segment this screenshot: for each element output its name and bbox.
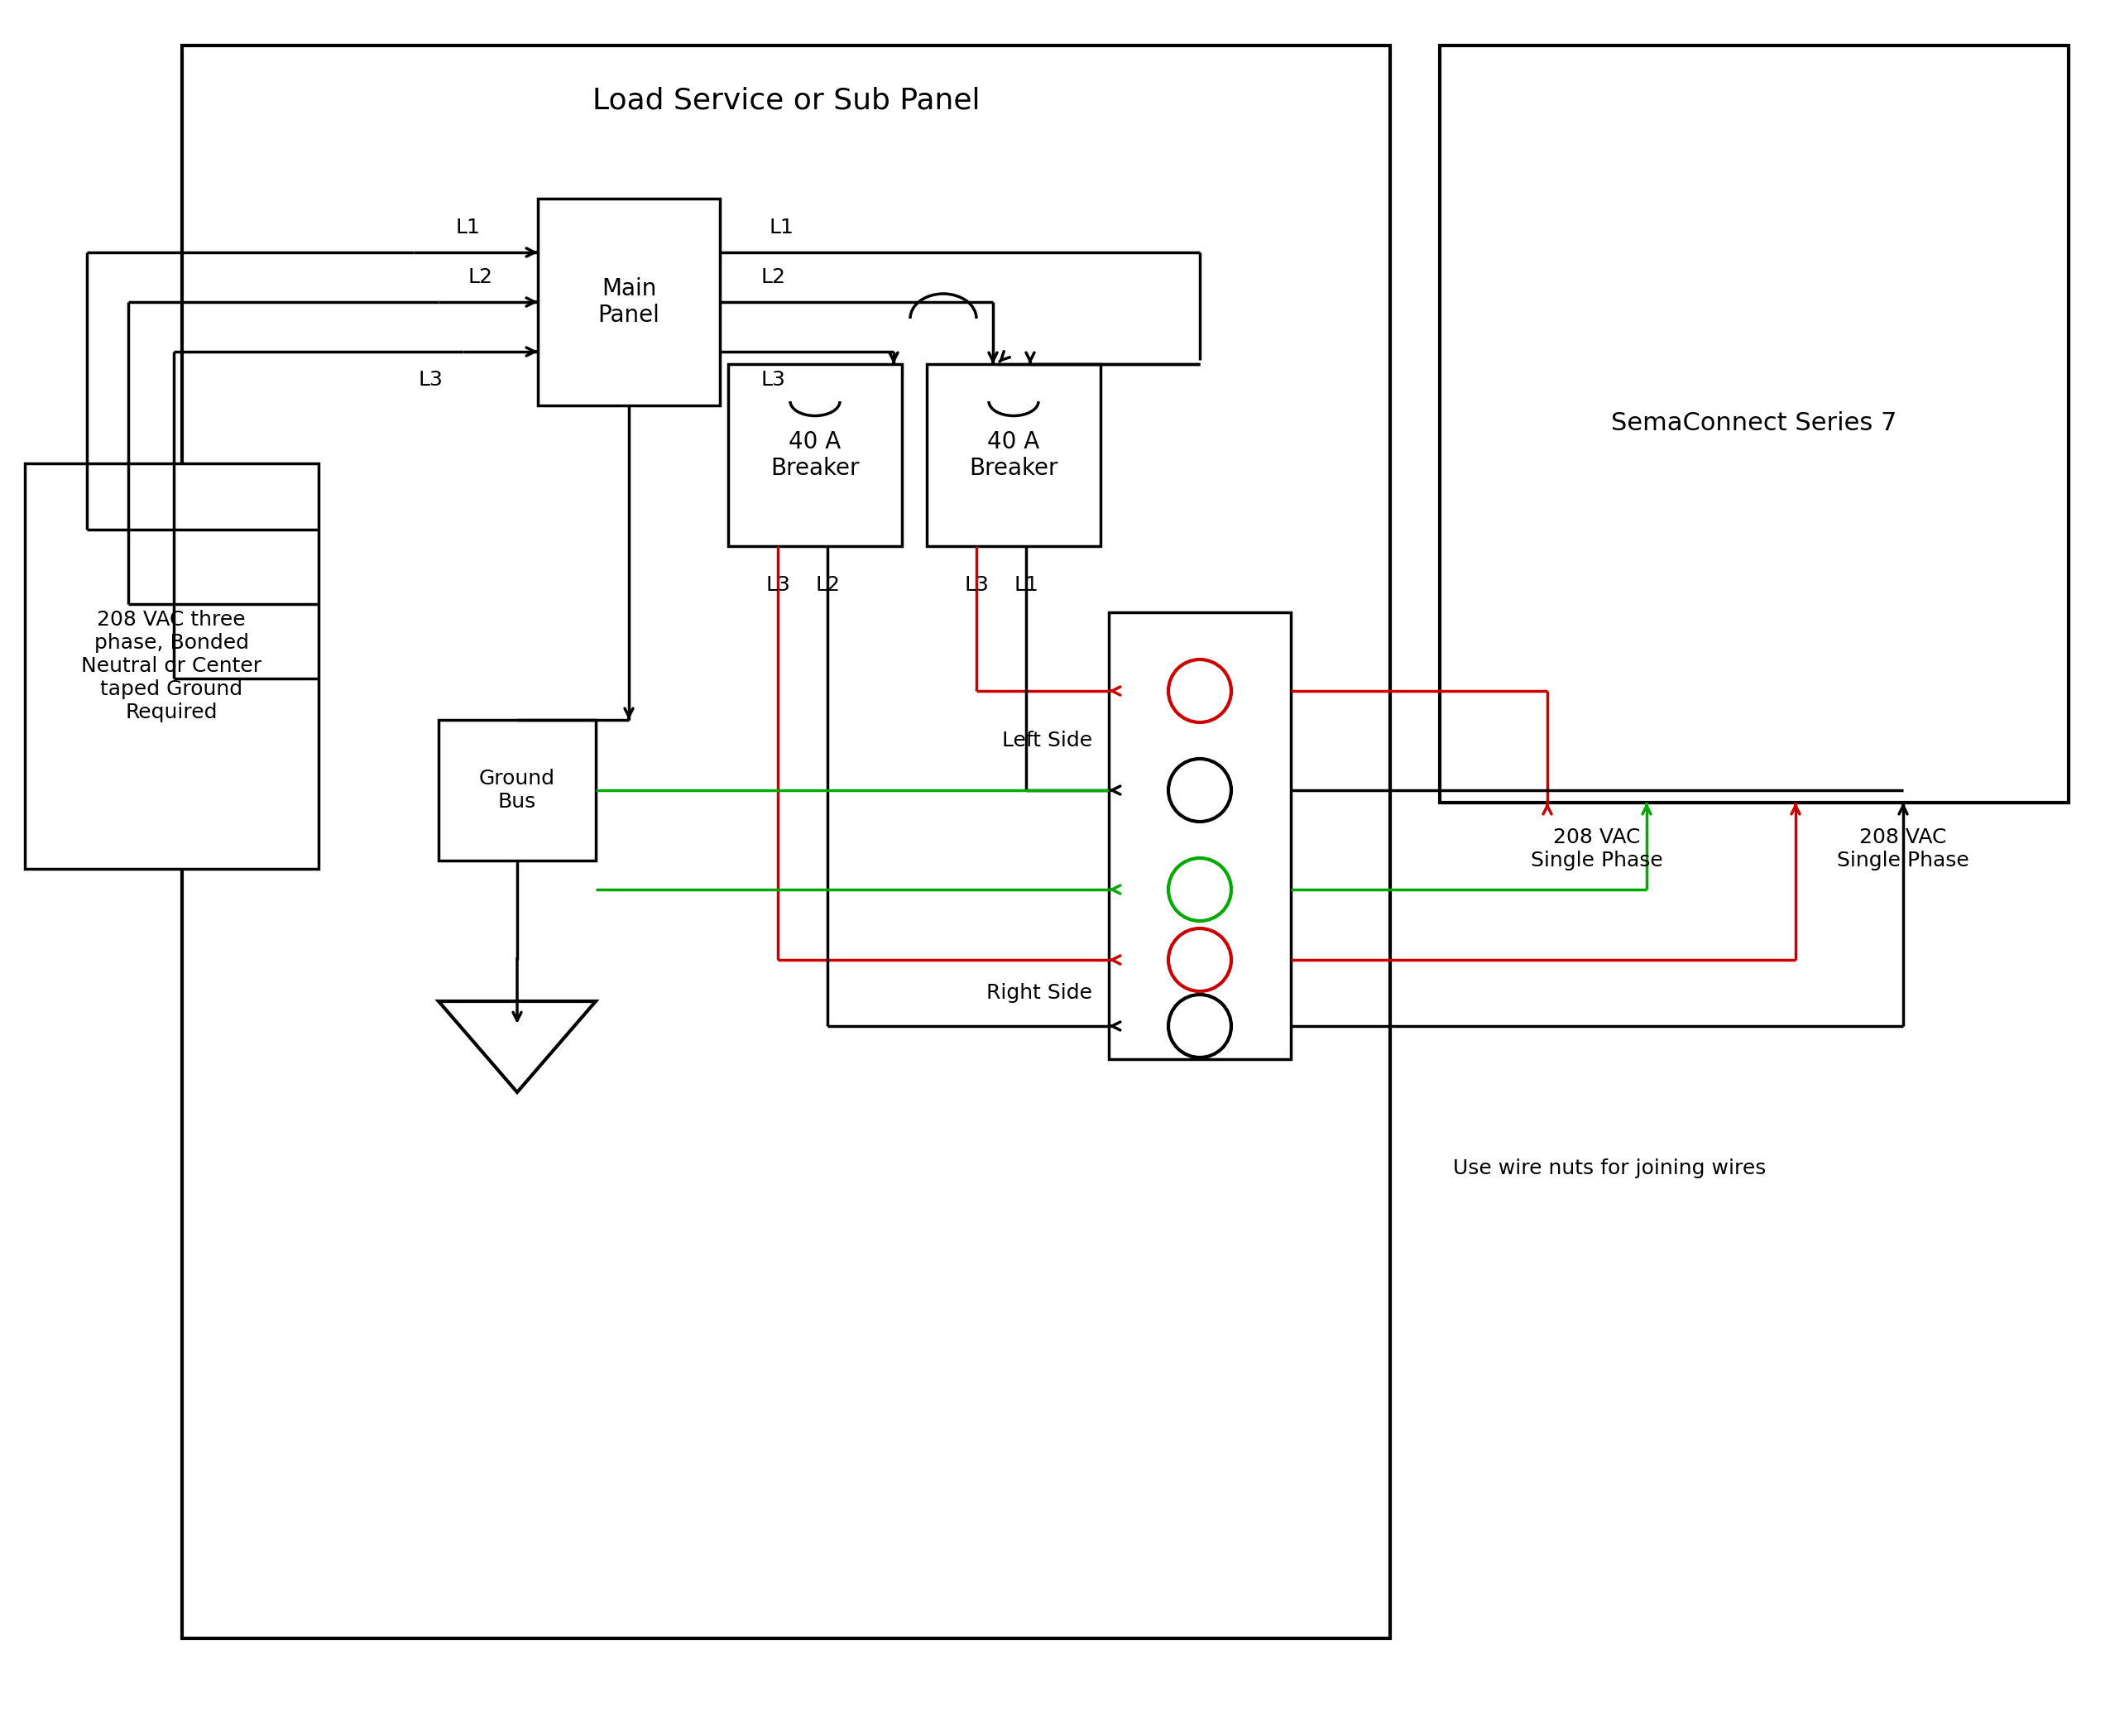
Text: Left Side: Left Side: [1002, 731, 1093, 750]
Text: 40 A
Breaker: 40 A Breaker: [770, 431, 859, 481]
Text: 208 VAC
Single Phase: 208 VAC Single Phase: [1838, 828, 1969, 870]
Bar: [439, 720, 595, 861]
Text: 208 VAC
Single Phase: 208 VAC Single Phase: [1532, 828, 1663, 870]
Text: 208 VAC three
phase, Bonded
Neutral or Center
taped Ground
Required: 208 VAC three phase, Bonded Neutral or C…: [80, 609, 262, 722]
Text: L1: L1: [456, 217, 479, 238]
Text: Load Service or Sub Panel: Load Service or Sub Panel: [593, 87, 979, 115]
Text: Use wire nuts for joining wires: Use wire nuts for joining wires: [1454, 1158, 1766, 1179]
Bar: [926, 365, 1101, 547]
Text: Main
Panel: Main Panel: [597, 278, 660, 326]
Text: L2: L2: [762, 267, 787, 286]
Text: L1: L1: [770, 217, 793, 238]
Text: L1: L1: [1013, 575, 1038, 595]
Text: SemaConnect Series 7: SemaConnect Series 7: [1612, 411, 1897, 436]
Text: L2: L2: [814, 575, 840, 595]
Text: Ground
Bus: Ground Bus: [479, 769, 555, 812]
Bar: [25, 464, 319, 868]
Bar: [181, 45, 1390, 1639]
Text: L3: L3: [418, 370, 443, 389]
Text: L3: L3: [762, 370, 785, 389]
Bar: [1439, 45, 2068, 802]
Bar: [538, 198, 720, 406]
Text: L3: L3: [766, 575, 789, 595]
Bar: [728, 365, 901, 547]
Text: 40 A
Breaker: 40 A Breaker: [968, 431, 1057, 481]
Text: L3: L3: [964, 575, 990, 595]
Text: L2: L2: [468, 267, 492, 286]
Bar: [1108, 613, 1291, 1059]
Text: Right Side: Right Side: [985, 983, 1093, 1003]
